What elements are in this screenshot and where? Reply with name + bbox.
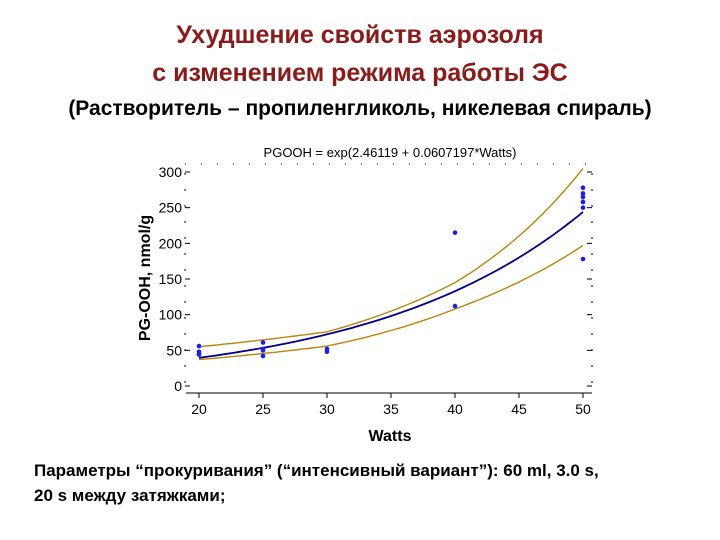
y-axis-label: PG-OOH, nmol/g <box>137 215 154 341</box>
data-point <box>580 199 586 205</box>
data-point <box>580 185 586 190</box>
data-point <box>196 352 202 357</box>
y-tick-label: 0 <box>174 378 182 394</box>
data-point <box>196 343 202 349</box>
y-tick-label: 300 <box>159 164 183 180</box>
x-tick-label: 20 <box>191 401 207 417</box>
y-tick-label: 100 <box>159 307 183 323</box>
data-point <box>580 205 586 210</box>
slide-subtitle: (Растворитель – пропиленгликоль, никелев… <box>68 97 652 120</box>
data-point <box>324 349 330 355</box>
footer-line-1: Параметры “прокуривания” (“интенсивный в… <box>34 461 599 480</box>
data-point <box>452 230 458 235</box>
x-tick-label: 30 <box>319 401 335 417</box>
x-tick-label: 35 <box>383 401 399 417</box>
data-point <box>452 303 458 309</box>
data-point <box>580 256 586 262</box>
y-tick-label: 50 <box>166 342 182 358</box>
upper-confidence-band <box>198 167 584 348</box>
data-point <box>580 194 586 200</box>
x-tick-label: 25 <box>255 401 271 417</box>
x-tick-label: 45 <box>511 401 527 417</box>
fit-curve <box>198 211 584 359</box>
data-point <box>260 348 266 353</box>
x-axis-label: Watts <box>369 428 412 445</box>
data-point <box>260 353 266 359</box>
data-point <box>260 340 266 345</box>
slide-title-line-2: с изменением режима работы ЭС <box>152 59 568 87</box>
y-tick-label: 250 <box>159 200 183 216</box>
y-tick-label: 200 <box>159 235 183 251</box>
chart-text: 0 50 100 150 200 250 300 20 25 30 35 40 45 50 PG-OOH, … <box>137 145 591 445</box>
fit-curve-layer <box>198 211 584 359</box>
footer-line-2: 20 s между затяжками; <box>34 486 226 505</box>
data-points <box>196 185 586 359</box>
x-tick-label: 40 <box>447 401 463 417</box>
chart-equation: PGOOH = exp(2.46119 + 0.0607197*Watts) <box>264 145 517 160</box>
x-tick-label: 50 <box>575 401 591 417</box>
axes <box>184 163 593 398</box>
data-point <box>580 191 586 196</box>
confidence-bands <box>198 167 584 361</box>
footer-text: Параметры “прокуривания” (“интенсивный в… <box>34 458 704 508</box>
y-tick-label: 150 <box>159 271 183 287</box>
lower-confidence-band <box>198 244 584 361</box>
slide-title-line-1: Ухудшение свойств аэрозоля <box>176 21 544 49</box>
